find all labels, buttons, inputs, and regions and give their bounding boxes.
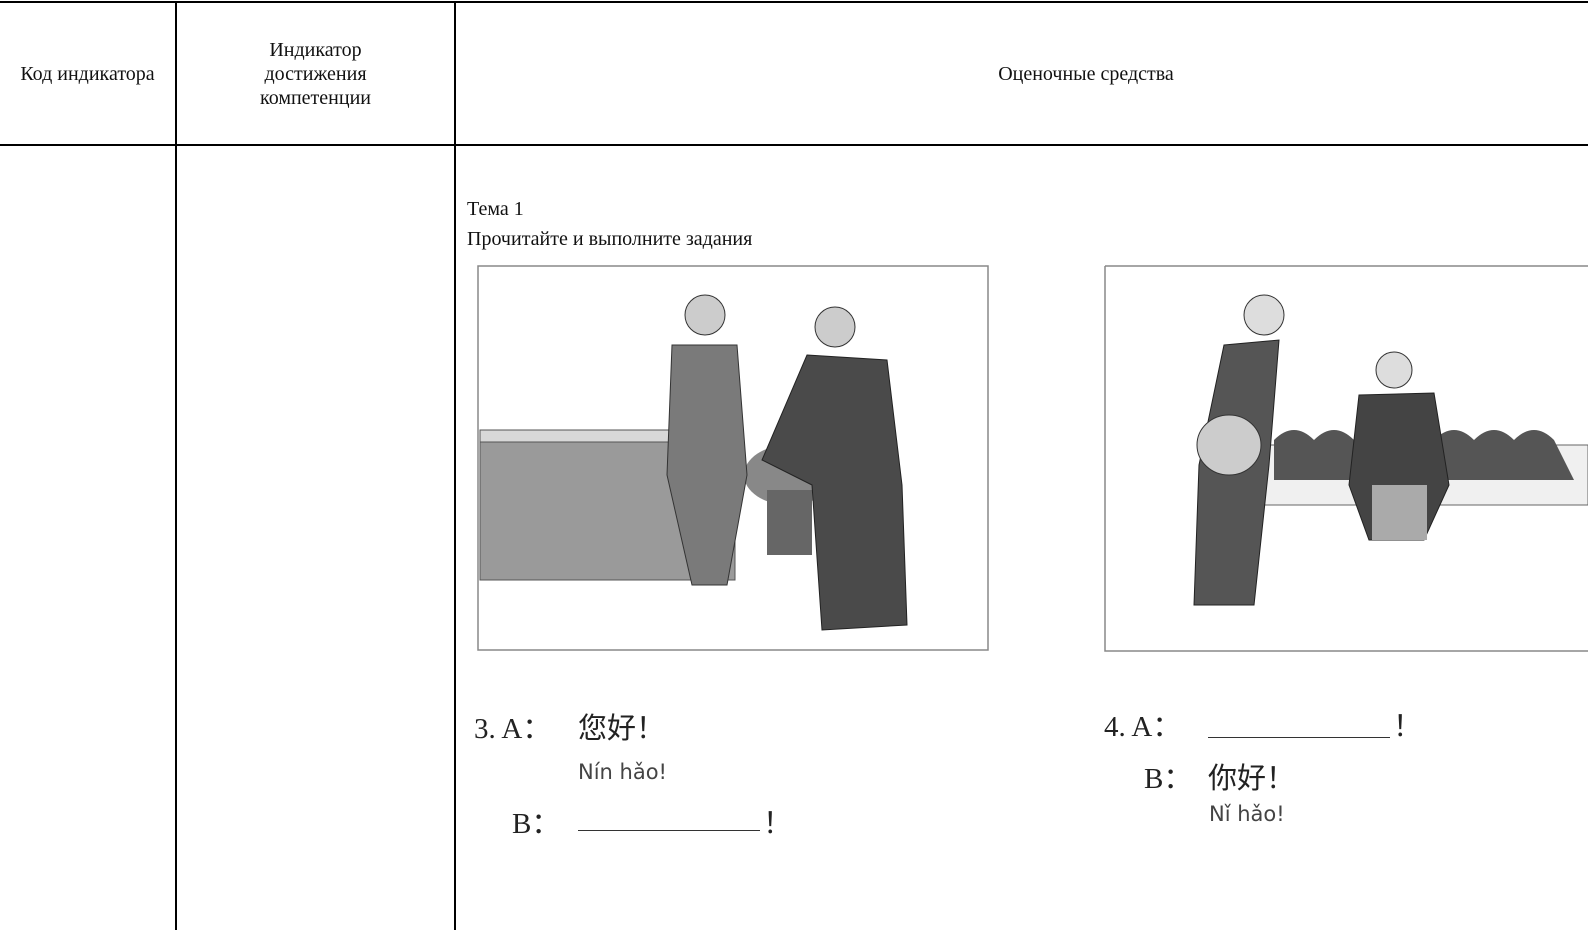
header-cell: Код индикатора bbox=[20, 62, 155, 85]
speaker: B： bbox=[1144, 763, 1193, 795]
table-border bbox=[0, 144, 1588, 146]
table-border bbox=[454, 1, 456, 930]
header-cell: Оценочные средства bbox=[998, 62, 1174, 85]
exercise-number: 3. A： bbox=[474, 713, 552, 745]
exercise-text: ！ bbox=[1393, 711, 1423, 743]
table-border bbox=[0, 1, 1588, 3]
exercise-text: 您好！ bbox=[578, 713, 666, 745]
header-cell: Индикатор достижения компетенции bbox=[260, 38, 371, 109]
answer-blank bbox=[1208, 737, 1390, 738]
exercise-text: 你好！ bbox=[1208, 763, 1296, 795]
speaker: B： bbox=[512, 808, 561, 840]
answer-blank bbox=[578, 830, 760, 831]
table-border bbox=[175, 1, 177, 930]
illustration bbox=[477, 265, 989, 651]
exercise-text: ！ bbox=[763, 808, 793, 840]
topic: Тема 1 bbox=[467, 198, 524, 220]
instruction: Прочитайте и выполните задания bbox=[467, 228, 753, 250]
pinyin: Nín hǎo! bbox=[578, 760, 667, 784]
exercise-number: 4. A： bbox=[1104, 711, 1182, 743]
pinyin: Nǐ hǎo! bbox=[1209, 802, 1285, 826]
illustration bbox=[1104, 265, 1588, 652]
